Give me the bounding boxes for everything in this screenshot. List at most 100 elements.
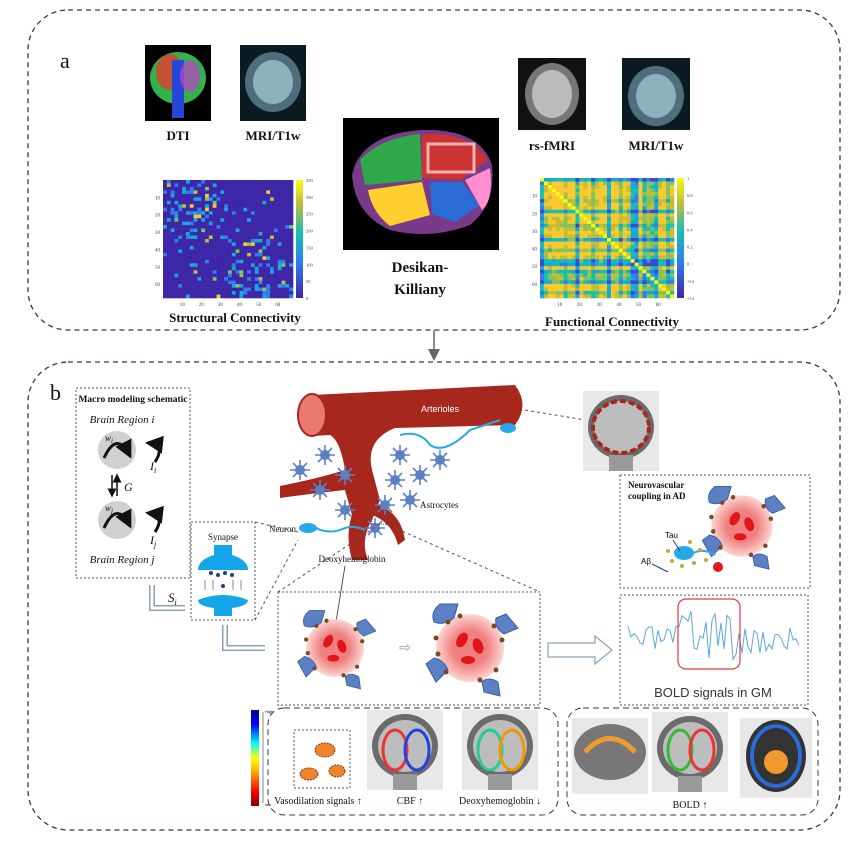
y-tick-label: 20: [532, 212, 538, 217]
astrocytes-label: Astrocytes: [420, 500, 459, 510]
neuron-icon-top: [500, 423, 516, 433]
structural-connectivity-title: Structural Connectivity: [169, 310, 301, 325]
x-tick-label: 40: [237, 303, 243, 308]
dti-image: [145, 45, 211, 121]
y-tick-label: 10: [155, 196, 161, 201]
colorbar-tick-label: -0.2: [687, 279, 694, 284]
input-i-label: Ii: [149, 459, 156, 475]
arterioles-label: Arterioles: [421, 404, 460, 414]
x-tick-label: 40: [616, 303, 622, 308]
synapse-label: Synapse: [208, 532, 238, 542]
x-tick-label: 10: [557, 303, 563, 308]
colorbar-tick-label: 0.6: [687, 210, 693, 215]
desikan-killiany-atlas-image: [343, 118, 499, 250]
x-tick-label: 20: [577, 303, 583, 308]
arterioles-vessel: [280, 385, 523, 560]
x-tick-label: 30: [218, 303, 224, 308]
colorbar-tick-label: 300: [306, 195, 314, 200]
region-i-node: [98, 431, 136, 469]
x-tick-label: 50: [636, 303, 642, 308]
bold-signals-label: BOLD signals in GM: [654, 685, 772, 700]
colorbar-tick-label: 50: [306, 279, 311, 284]
vessel-astrocyte-before: [297, 610, 377, 690]
colorbar-tick-label: -0.4: [687, 296, 695, 301]
axial-bold-brain-image: [740, 718, 812, 798]
w-j-label: wj: [105, 503, 113, 515]
functional-connectivity-matrix: [540, 178, 675, 299]
self-loop-i-icon: [102, 438, 132, 459]
y-tick-label: 50: [532, 265, 538, 270]
synapse-to-nvc-arrow: [222, 625, 265, 651]
nvc-ad-title-line1: Neurovascular: [628, 480, 684, 490]
deoxyhemoglobin-label: Deoxyhemoglobin: [319, 554, 386, 564]
panel-b-label: b: [50, 380, 61, 405]
colorbar-tick-label: 1: [687, 176, 689, 181]
mri-t1w-image-2: [622, 58, 690, 130]
synapse-box: [190, 521, 256, 621]
neuron-icon: [299, 523, 317, 533]
postsynaptic-terminal-icon: [198, 595, 248, 616]
y-tick-label: 60: [532, 283, 538, 288]
self-loop-j-icon: [102, 508, 132, 529]
sagittal-brain-image: [572, 718, 648, 794]
vasodilation-label: Vasodilation signals ↑: [274, 796, 362, 807]
cbf-label: CBF ↑: [397, 796, 423, 807]
bold-signal-box: [619, 594, 809, 706]
x-tick-label: 30: [597, 303, 603, 308]
y-tick-label: 30: [532, 230, 538, 235]
structural-colorbar: [296, 180, 303, 298]
y-tick-label: 30: [155, 231, 161, 236]
vasodilation-box: [293, 729, 351, 789]
functional-colorbar: [677, 178, 684, 298]
panel-b-frame: [27, 361, 841, 831]
neuron-ad-icon: [674, 546, 694, 560]
structural-connectivity-matrix: [163, 180, 294, 299]
y-tick-label: 10: [532, 195, 538, 200]
colorbar-tick-label: 0.8: [687, 193, 693, 198]
mri-t1w-image: [240, 45, 306, 121]
cbf-brain-image: [367, 710, 443, 790]
x-tick-label: 60: [275, 303, 281, 308]
y-tick-label: 40: [155, 248, 161, 253]
nvc-process-box: [277, 591, 541, 706]
colorbar-tick-label: 0.4: [687, 227, 693, 232]
colorbar-tick-label: 0: [306, 296, 309, 301]
abeta-label: Aβ: [641, 557, 651, 566]
x-tick-label: 20: [199, 303, 205, 308]
x-tick-label: 50: [256, 303, 262, 308]
bold-signal-trace: [627, 610, 800, 661]
colorbar-tick-label: 350: [306, 178, 314, 183]
transition-arrow-icon: ⇨: [399, 639, 411, 655]
input-j-label: Ij: [149, 533, 157, 549]
x-tick-label: 10: [180, 303, 186, 308]
input-j-arrow-icon: [145, 505, 164, 533]
vessel-astrocyte-ad: [701, 485, 786, 570]
y-tick-label: 40: [532, 248, 538, 253]
rs-fmri-image: [518, 58, 586, 130]
brain-region-i-label: Brain Region i: [90, 414, 155, 426]
x-tick-label: 60: [656, 303, 662, 308]
atlas-label-line1: Desikan-: [392, 260, 449, 276]
to-bold-arrow: [547, 634, 613, 666]
colorbar-tick-label: 200: [306, 229, 314, 234]
y-tick-label: 50: [155, 266, 161, 271]
coronal-brain-image-top: [583, 391, 659, 471]
hemodynamic-box: [267, 707, 559, 816]
rs-fmri-label: rs-fMRI: [529, 138, 575, 153]
nvc-ad-title-line2: coupling in AD: [628, 491, 686, 501]
presynaptic-terminal-icon: [198, 545, 248, 570]
colorbar-tick-label: 250: [306, 212, 314, 217]
si-label: Si: [168, 590, 177, 607]
colorbar-low-label: low: [265, 802, 271, 807]
y-tick-label: 20: [155, 214, 161, 219]
input-i-arrow-icon: [145, 435, 164, 463]
tau-label: Tau: [665, 531, 678, 540]
deoxyhemoglobin-bottom-label: Deoxyhemoglobin ↓: [459, 796, 541, 807]
panel-a-label: a: [60, 48, 70, 73]
neuron-label: Neuron: [269, 524, 296, 534]
coronal-bold-brain-image: [652, 712, 728, 792]
colorbar-tick-label: 100: [306, 262, 314, 267]
macro-schematic-box: [75, 387, 191, 579]
bold-brain-box: [566, 707, 819, 816]
